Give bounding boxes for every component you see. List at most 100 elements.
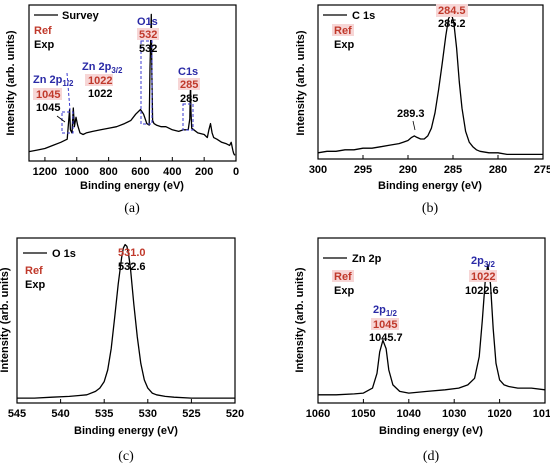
panel-a-c1s-box — [182, 103, 194, 131]
panel-d-x-tick-label: 1060 — [306, 408, 330, 420]
panel-b-x-tick-label: 300 — [309, 164, 327, 176]
panel-c-ylabel: Intensity (arb. units) — [0, 267, 11, 372]
panel-a-c1s-ref-hl — [178, 78, 200, 90]
panel-c-x-tick-label: 520 — [226, 408, 244, 420]
panel-d-ylabel: Intensity (arb. units) — [294, 267, 306, 372]
panel-d-ref-label: Ref — [334, 271, 352, 283]
panel-a-xlabel: Binding energy (eV) — [80, 180, 184, 192]
panel-d-2p32-ref-hl — [469, 270, 497, 282]
panel-b-peak-ref-hl — [436, 4, 468, 17]
panel-d-2p12-ref: 1045 — [373, 319, 397, 331]
panel-c-x-tick-label: 545 — [8, 408, 26, 420]
panel-a-label: (a) — [124, 201, 140, 216]
panel-d-ref-label-hl — [332, 270, 354, 282]
panel-c-x-tick-label: 535 — [95, 408, 113, 420]
panel-a-o1s-box — [140, 40, 153, 125]
panel-b-peak-ref: 284.5 — [438, 5, 466, 17]
panel-b-x-tick-label: 285 — [444, 164, 462, 176]
panel-b-x-ticks: 300 295 290 285 280 275 — [309, 155, 550, 176]
panel-d-x-tick-label: 1030 — [442, 408, 466, 420]
panel-d-x-tick-label: 1050 — [351, 408, 375, 420]
panel-b-legend: C 1s — [352, 10, 375, 22]
panel-d-series-line — [318, 263, 546, 396]
panel-d-label: (d) — [423, 449, 440, 464]
panel-b-ref-label: Ref — [334, 25, 352, 37]
panel-b-x-tick-label: 280 — [489, 164, 507, 176]
panel-a-c1s-exp: 285 — [180, 93, 198, 105]
panel-a-o1s-ref: 532 — [139, 29, 157, 41]
panel-a-o1s-ref-hl — [137, 28, 159, 40]
panel-a-zn2p12-box — [61, 111, 74, 134]
panel-b-x-tick-label: 275 — [534, 164, 550, 176]
panel-c-x-tick-label: 530 — [139, 408, 157, 420]
panel-d-x-tick-label: 1020 — [487, 408, 511, 420]
panel-d-x-tick-label: 1040 — [397, 408, 421, 420]
panel-d: 1060 1050 1040 1030 1020 1010 Zn 2p Ref Exp 2… — [294, 237, 550, 464]
panel-a-zn2p32-name: Zn 2p3/2 — [82, 61, 123, 75]
panel-a-o1s-name: O1s — [137, 16, 158, 28]
panel-a-zn2p32-exp: 1022 — [88, 88, 112, 100]
panel-a-frame — [28, 4, 237, 162]
panel-d-2p32-exp: 1022.6 — [465, 285, 499, 297]
panel-c-ref-label: Ref — [25, 265, 43, 277]
panel-d-2p32-ref: 1022 — [471, 271, 495, 283]
panel-d-x-ticks: 1060 1050 1040 1030 1020 1010 — [306, 399, 550, 420]
panel-c-series-line — [17, 243, 235, 399]
panel-b-shoulder-exp: 289.3 — [397, 108, 425, 120]
panel-a-x-tick-label: 600 — [131, 166, 149, 178]
panel-a-zn2p12-arrow — [56, 115, 66, 123]
panel-a-zn2p12-ref: 1045 — [36, 89, 60, 101]
panel-a-x-tick-label: 1200 — [33, 166, 57, 178]
panel-d-x-tick-label: 1010 — [533, 408, 550, 420]
panel-c-x-ticks: 545 540 535 530 525 520 — [8, 399, 244, 420]
panel-a-x-tick-label: 800 — [99, 166, 117, 178]
panel-a-exp-label: Exp — [34, 39, 54, 51]
panel-d-2p12-exp: 1045.7 — [369, 332, 403, 344]
panel-a-zn2p32-ref-hl — [85, 74, 113, 86]
panel-b-shoulder-arrow — [412, 120, 416, 131]
panel-a-c1s-ref: 285 — [180, 79, 198, 91]
panel-b-x-tick-label: 290 — [399, 164, 417, 176]
panel-b-xlabel: Binding energy (eV) — [378, 180, 482, 192]
panel-c-xlabel: Binding energy (eV) — [74, 425, 178, 437]
panel-a-o1s-exp: 532 — [139, 43, 157, 55]
panel-a-x-tick-label: 400 — [163, 166, 181, 178]
panel-b-exp-label: Exp — [334, 39, 354, 51]
panel-a-zn2p32-ref: 1022 — [88, 75, 112, 87]
panel-a-x-tick-label: 1000 — [65, 166, 89, 178]
panel-c-label: (c) — [118, 449, 134, 464]
panel-b-series-line — [317, 12, 543, 156]
panel-c-x-tick-label: 525 — [182, 408, 200, 420]
panel-b-peak-exp: 285.2 — [438, 18, 466, 30]
panel-a-x-ticks: 1200 1000 800 600 400 200 0 — [33, 157, 239, 178]
panel-b-x-tick-label: 295 — [354, 164, 372, 176]
panel-d-legend: Zn 2p — [352, 253, 382, 265]
panel-a-x-tick-label: 0 — [233, 166, 239, 178]
panel-b-label: (b) — [422, 201, 439, 216]
panel-a-ref-label: Ref — [34, 25, 52, 37]
panel-d-exp-label: Exp — [334, 285, 354, 297]
panel-c-peak-exp: 532.6 — [118, 261, 146, 273]
panel-d-xlabel: Binding energy (eV) — [379, 425, 483, 437]
panel-b-ylabel: Intensity (arb. units) — [295, 30, 307, 135]
panel-b: 300 295 290 285 280 275 C 1s Ref Exp 284.5 28… — [295, 4, 550, 216]
panel-d-2p12-ref-hl — [371, 318, 399, 330]
panel-c-frame — [16, 237, 236, 404]
panel-c: 545 540 535 530 525 520 O 1s Ref Exp 531.0 53… — [0, 237, 244, 464]
panel-a-ylabel: Intensity (arb. units) — [5, 30, 17, 135]
panel-c-legend: O 1s — [52, 248, 76, 260]
panel-a-zn2p32-guide — [66, 72, 71, 111]
panel-d-2p12-name: 2p1/2 — [373, 304, 398, 318]
panel-d-frame — [317, 237, 546, 404]
panel-b-ref-label-hl — [332, 24, 354, 36]
panel-a-x-tick-label: 200 — [195, 166, 213, 178]
panel-c-peak-ref: 531.0 — [118, 247, 146, 259]
panel-a-c1s-name: C1s — [178, 66, 198, 78]
panel-c-x-tick-label: 540 — [51, 408, 69, 420]
panel-a-zn2p12-exp: 1045 — [36, 102, 60, 114]
panel-c-exp-label: Exp — [25, 279, 45, 291]
panel-a-zn2p12-ref-hl — [33, 88, 62, 100]
panel-b-frame — [317, 4, 544, 160]
panel-a-legend: Survey — [62, 10, 100, 22]
